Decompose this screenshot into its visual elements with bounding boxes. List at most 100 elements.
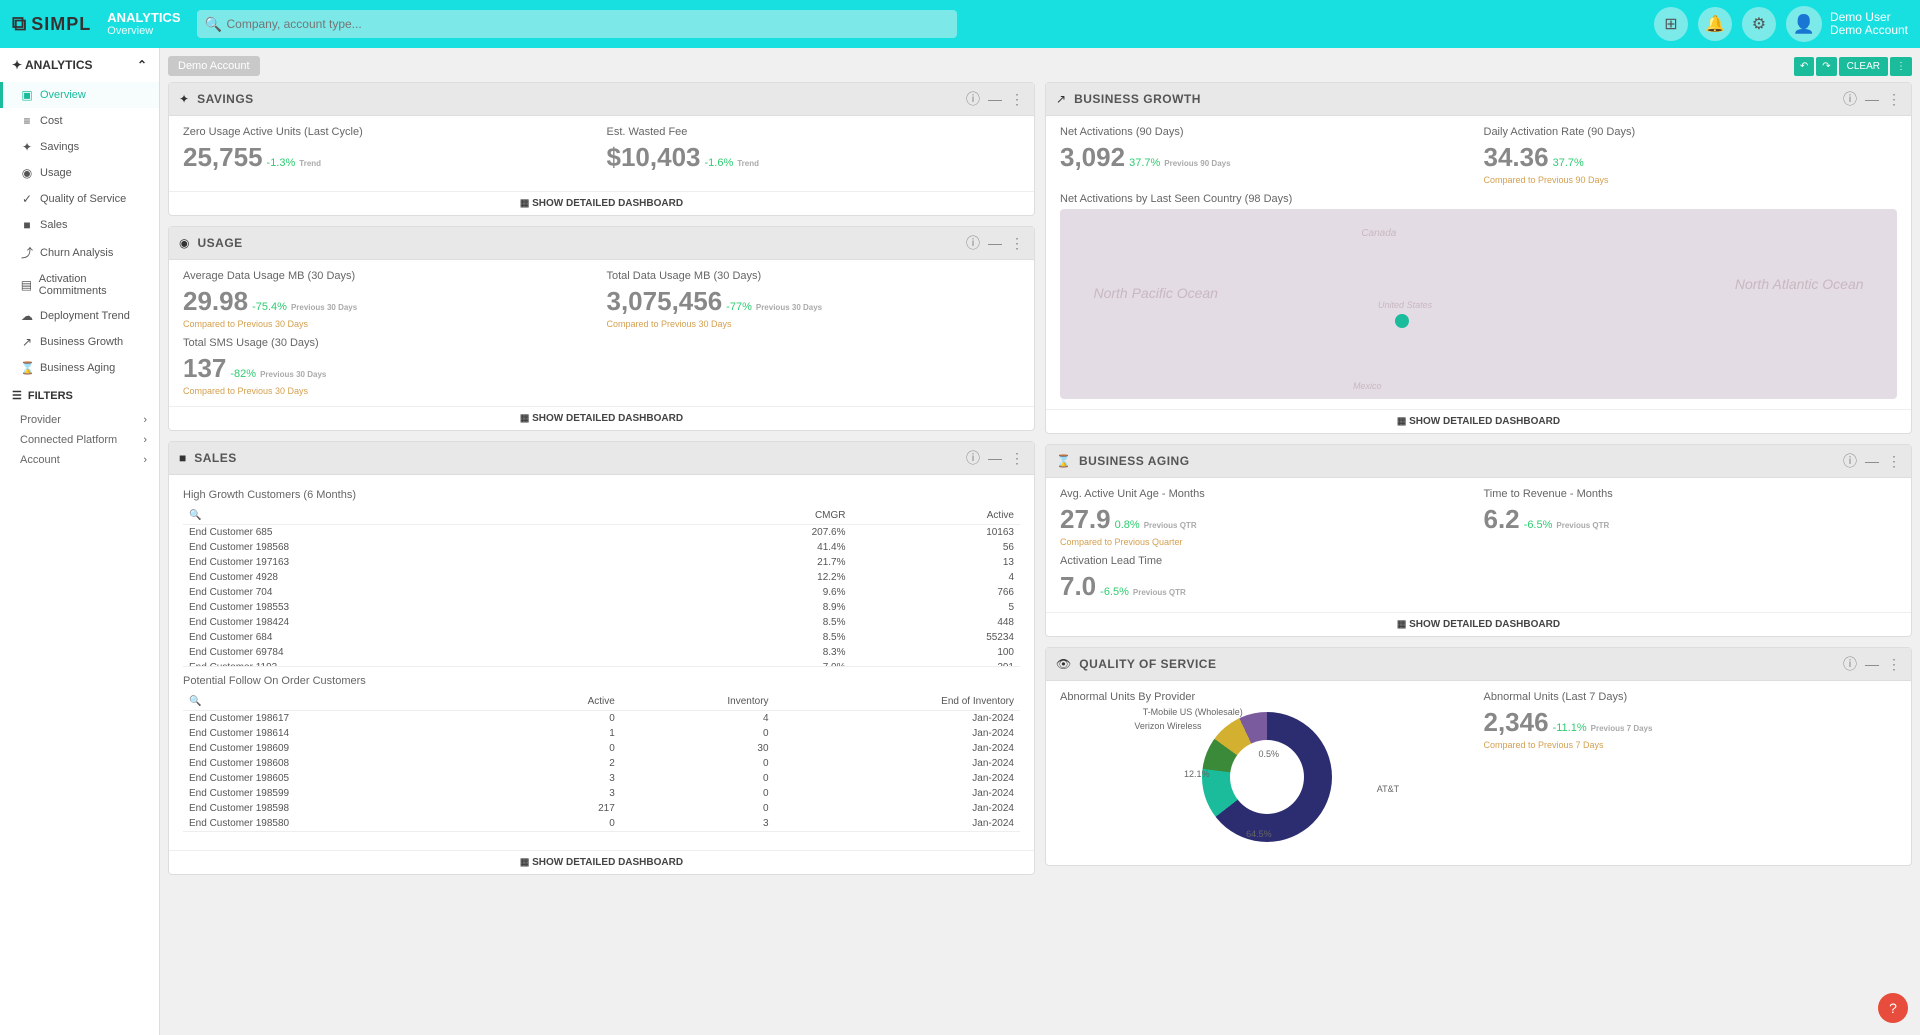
- metric-value: 25,755: [183, 142, 263, 173]
- table-row[interactable]: End Customer 19860820Jan-2024: [183, 756, 1020, 771]
- table-row[interactable]: End Customer 19861410Jan-2024: [183, 726, 1020, 741]
- sidebar-item-deployment-trend[interactable]: ☁Deployment Trend: [0, 303, 159, 329]
- table-cell: 217: [507, 801, 621, 816]
- clear-button[interactable]: CLEAR: [1839, 57, 1888, 76]
- sidebar-item-business-aging[interactable]: ⌛Business Aging: [0, 355, 159, 381]
- filter-account[interactable]: Account›: [0, 450, 159, 470]
- table-cell: 2: [507, 756, 621, 771]
- sidebar-item-sales[interactable]: ■Sales: [0, 212, 159, 238]
- user-block[interactable]: 👤 Demo User Demo Account: [1786, 6, 1908, 42]
- column-header[interactable]: Active: [507, 693, 621, 711]
- account-chip[interactable]: Demo Account: [168, 56, 260, 76]
- sidebar-item-quality-of-service[interactable]: ✓Quality of Service: [0, 186, 159, 212]
- table-row[interactable]: End Customer 1985538.9%5: [183, 600, 1020, 615]
- info-icon[interactable]: ⓘ: [1843, 654, 1857, 674]
- help-fab[interactable]: ?: [1878, 993, 1908, 1023]
- sidebar-item-label: Business Growth: [40, 336, 123, 348]
- column-header[interactable]: Inventory: [621, 693, 775, 711]
- sidebar-item-churn-analysis[interactable]: ⤴Churn Analysis: [0, 238, 159, 267]
- table-row[interactable]: End Customer 492812.2%4: [183, 570, 1020, 585]
- table-row[interactable]: End Customer 19861704Jan-2024: [183, 711, 1020, 727]
- show-dashboard-button[interactable]: SHOW DETAILED DASHBOARD: [169, 406, 1034, 430]
- metric-value: 2,346: [1484, 707, 1549, 738]
- collapse-icon[interactable]: —: [988, 235, 1002, 251]
- sidebar-item-overview[interactable]: ▣Overview: [0, 82, 159, 108]
- column-header[interactable]: CMGR: [657, 507, 851, 525]
- table-row[interactable]: End Customer 19858003Jan-2024: [183, 816, 1020, 831]
- sidebar-item-cost[interactable]: ≡Cost: [0, 108, 159, 134]
- bell-icon[interactable]: 🔔: [1698, 7, 1732, 41]
- info-icon[interactable]: ⓘ: [1843, 451, 1857, 471]
- collapse-icon[interactable]: —: [1865, 453, 1879, 469]
- table-row[interactable]: End Customer 685207.6%10163: [183, 525, 1020, 541]
- more-icon[interactable]: ⋮: [1010, 450, 1024, 467]
- page-title-block: ANALYTICS Overview: [107, 11, 180, 37]
- collapse-icon[interactable]: —: [1865, 656, 1879, 672]
- table-row[interactable]: End Customer 697848.3%100: [183, 645, 1020, 660]
- metric-label: Avg. Active Unit Age - Months: [1060, 488, 1474, 500]
- show-dashboard-button[interactable]: SHOW DETAILED DASHBOARD: [1046, 409, 1911, 433]
- table-row[interactable]: End Customer 6848.5%55234: [183, 630, 1020, 645]
- table-row[interactable]: End Customer 11937.0%291: [183, 660, 1020, 667]
- options-button[interactable]: ⋮: [1890, 57, 1912, 76]
- map-label: Canada: [1361, 228, 1396, 239]
- table-cell: 100: [852, 645, 1020, 660]
- info-icon[interactable]: ⓘ: [1843, 89, 1857, 109]
- search-icon: 🔍: [205, 16, 222, 33]
- apps-icon[interactable]: ⊞: [1654, 7, 1688, 41]
- sidebar-item-activation-commitments[interactable]: ▤Activation Commitments: [0, 267, 159, 303]
- savings-panel: ✦ SAVINGS ⓘ — ⋮ Zero Usage Active Units …: [168, 82, 1035, 216]
- collapse-icon[interactable]: —: [988, 91, 1002, 107]
- info-icon[interactable]: ⓘ: [966, 448, 980, 468]
- filter-connected-platform[interactable]: Connected Platform›: [0, 430, 159, 450]
- collapse-icon[interactable]: —: [1865, 91, 1879, 107]
- column-header[interactable]: Active: [852, 507, 1020, 525]
- search-input[interactable]: [197, 10, 957, 38]
- metric-value: 3,075,456: [607, 286, 723, 317]
- table-row[interactable]: End Customer 7049.6%766: [183, 585, 1020, 600]
- sidebar-item-savings[interactable]: ✦Savings: [0, 134, 159, 160]
- show-dashboard-button[interactable]: SHOW DETAILED DASHBOARD: [1046, 612, 1911, 636]
- metric-value: 7.0: [1060, 571, 1096, 602]
- search-box: 🔍: [197, 10, 957, 38]
- more-icon[interactable]: ⋮: [1887, 453, 1901, 470]
- activations-map[interactable]: North Pacific Ocean North Atlantic Ocean…: [1060, 209, 1897, 399]
- table-row[interactable]: End Customer 1985982170Jan-2024: [183, 801, 1020, 816]
- map-label: Mexico: [1353, 381, 1382, 391]
- column-header[interactable]: End of Inventory: [775, 693, 1020, 711]
- map-label: North Atlantic Ocean: [1735, 276, 1864, 292]
- undo-button[interactable]: ↶: [1794, 57, 1814, 76]
- sidebar-item-business-growth[interactable]: ↗Business Growth: [0, 329, 159, 355]
- show-dashboard-button[interactable]: SHOW DETAILED DASHBOARD: [169, 191, 1034, 215]
- table-cell: Jan-2024: [775, 741, 1020, 756]
- table-row[interactable]: End Customer 198609030Jan-2024: [183, 741, 1020, 756]
- table-row[interactable]: End Customer 19860530Jan-2024: [183, 771, 1020, 786]
- show-dashboard-button[interactable]: SHOW DETAILED DASHBOARD: [169, 850, 1034, 874]
- more-icon[interactable]: ⋮: [1887, 656, 1901, 673]
- collapse-icon[interactable]: —: [988, 450, 1002, 466]
- sidebar-item-usage[interactable]: ◉Usage: [0, 160, 159, 186]
- metric-note: Compared to Previous 30 Days: [183, 319, 597, 329]
- gear-icon[interactable]: ⚙: [1742, 7, 1776, 41]
- logo-text: SIMPL: [31, 14, 91, 35]
- filter-provider[interactable]: Provider›: [0, 410, 159, 430]
- column-header[interactable]: 🔍: [183, 507, 657, 525]
- table-cell: End Customer 198553: [183, 600, 657, 615]
- more-icon[interactable]: ⋮: [1010, 91, 1024, 108]
- metric-delta: 37.7%: [1553, 157, 1584, 169]
- table-cell: 766: [852, 585, 1020, 600]
- metric-delta: -77%: [726, 301, 752, 313]
- redo-button[interactable]: ↷: [1816, 57, 1836, 76]
- table-row[interactable]: End Customer 1984248.5%448: [183, 615, 1020, 630]
- table-row[interactable]: End Customer 19716321.7%13: [183, 555, 1020, 570]
- info-icon[interactable]: ⓘ: [966, 89, 980, 109]
- logo: ⧉ SIMPL: [12, 13, 91, 36]
- table-row[interactable]: End Customer 19856841.4%56: [183, 540, 1020, 555]
- more-icon[interactable]: ⋮: [1887, 91, 1901, 108]
- table-title: High Growth Customers (6 Months): [183, 489, 1020, 501]
- table-row[interactable]: End Customer 19859930Jan-2024: [183, 786, 1020, 801]
- sidebar-heading[interactable]: ✦ ANALYTICS ⌃: [0, 48, 159, 82]
- info-icon[interactable]: ⓘ: [966, 233, 980, 253]
- column-header[interactable]: 🔍: [183, 693, 507, 711]
- more-icon[interactable]: ⋮: [1010, 235, 1024, 252]
